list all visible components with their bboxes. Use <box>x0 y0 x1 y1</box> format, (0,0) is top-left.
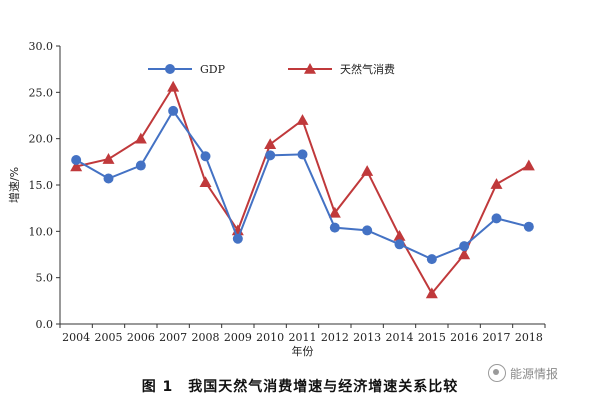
y-tick-label: 20.0 <box>29 133 54 146</box>
watermark-text: 能源情报 <box>510 366 559 381</box>
data-point <box>329 222 340 233</box>
data-point <box>70 160 83 172</box>
y-axis-ticks: 0.0 5.0 10.0 15.0 20.0 25.0 30.0 <box>29 40 60 331</box>
series-layer <box>70 80 535 299</box>
data-point <box>362 225 373 236</box>
data-point <box>71 154 82 165</box>
y-tick-label: 5.0 <box>36 272 54 285</box>
data-point <box>426 254 437 265</box>
data-point <box>361 165 374 176</box>
data-point <box>265 150 276 161</box>
data-point <box>264 138 277 150</box>
series-gdp <box>71 105 534 265</box>
x-tick-label: 2013 <box>353 331 381 344</box>
y-tick-label: 15.0 <box>29 179 54 192</box>
y-tick-label: 10.0 <box>29 225 54 238</box>
data-point <box>393 229 406 241</box>
figure-caption: 图 1 我国天然气消费增速与经济增速关系比较 <box>141 379 459 395</box>
x-axis-ticks: 2004 2005 2006 2007 2008 2009 2010 2011 2012 2013… <box>59 324 546 344</box>
data-point <box>167 80 180 92</box>
watermark: 能源情报 <box>488 364 558 382</box>
x-tick-label: 2015 <box>418 331 446 344</box>
data-point <box>522 159 535 171</box>
x-tick-label: 2005 <box>95 331 123 344</box>
series-gas-consumption <box>70 80 535 299</box>
data-point <box>491 213 502 224</box>
x-tick-label: 2004 <box>62 331 90 344</box>
legend-marker <box>165 64 175 74</box>
x-tick-label: 2011 <box>289 331 317 344</box>
legend-label: GDP <box>200 63 226 76</box>
data-point <box>232 233 243 244</box>
x-tick-label: 2017 <box>483 331 511 344</box>
legend-item: 天然气消费 <box>288 62 395 76</box>
x-tick-label: 2016 <box>450 331 478 344</box>
data-point <box>168 105 179 116</box>
legend-label: 天然气消费 <box>340 62 395 76</box>
data-point <box>328 206 341 218</box>
data-point <box>102 153 115 164</box>
legend-marker <box>304 63 316 74</box>
x-tick-label: 2008 <box>192 331 220 344</box>
chart-axes <box>59 46 545 325</box>
y-axis-title: 增速/% <box>7 167 21 203</box>
data-point <box>459 241 470 252</box>
data-point <box>297 149 308 160</box>
data-point <box>135 160 146 171</box>
data-point <box>200 151 211 162</box>
x-tick-label: 2010 <box>256 331 284 344</box>
data-point <box>425 287 438 299</box>
x-axis-title: 年份 <box>292 344 314 358</box>
data-point <box>134 132 147 144</box>
y-tick-label: 0.0 <box>36 318 54 331</box>
x-tick-label: 2014 <box>386 331 414 344</box>
data-point <box>458 248 471 260</box>
x-tick-label: 2009 <box>224 331 252 344</box>
x-tick-label: 2018 <box>515 331 543 344</box>
data-point <box>103 173 114 184</box>
data-point <box>296 114 309 125</box>
x-tick-label: 2012 <box>321 331 349 344</box>
legend-item: GDP <box>148 63 226 76</box>
wechat-icon <box>488 364 506 382</box>
legend: GDP 天然气消费 <box>148 62 395 76</box>
data-point <box>199 176 212 188</box>
x-tick-label: 2006 <box>127 331 155 344</box>
data-point <box>394 239 405 250</box>
data-point <box>523 221 534 232</box>
data-point <box>490 178 503 189</box>
y-tick-label: 25.0 <box>29 86 54 99</box>
y-tick-label: 30.0 <box>29 40 54 53</box>
x-tick-label: 2007 <box>159 331 187 344</box>
